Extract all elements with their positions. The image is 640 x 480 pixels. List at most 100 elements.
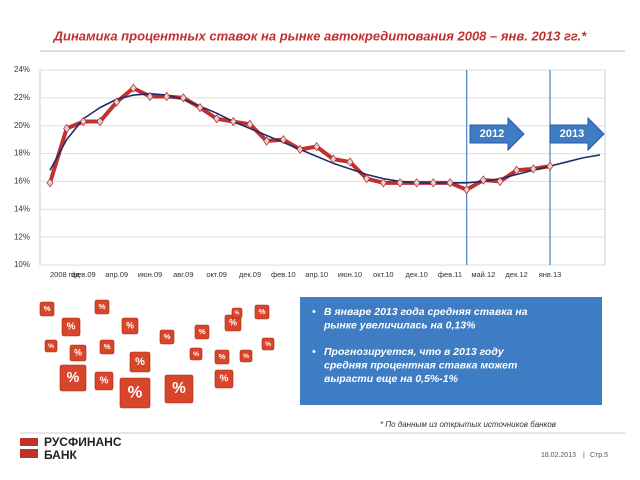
y-tick-label: 14% (14, 204, 30, 213)
die (214, 369, 234, 389)
x-tick-label: дек.09 (239, 270, 261, 279)
logo-stripe (20, 446, 38, 449)
rate-point (196, 102, 204, 113)
die (39, 301, 55, 317)
die (159, 329, 175, 345)
die (129, 351, 151, 373)
year-label: 2012 (480, 128, 504, 140)
y-tick-label: 20% (14, 121, 30, 130)
dice-image: %%%%%%%%%%%%%%%%%%%%%% (39, 299, 275, 409)
die (59, 364, 87, 392)
trend-line (49, 92, 601, 184)
rate-point (246, 119, 254, 129)
die (164, 374, 194, 404)
x-tick-label: фев.10 (271, 270, 296, 279)
rate-point (146, 91, 154, 102)
die-symbol: % (193, 351, 199, 358)
rate-point (179, 93, 187, 103)
rate-point (513, 165, 521, 175)
x-tick-label: авг.09 (173, 270, 193, 279)
die (261, 337, 275, 351)
bullet-dot: • (312, 306, 316, 318)
rate-point (346, 157, 354, 167)
die-symbol: % (235, 310, 240, 316)
bullet-text: Прогнозируется, что в 2013 году средняя п… (324, 346, 517, 385)
rate-point (96, 116, 104, 127)
rate-point (529, 164, 537, 174)
rate-point (379, 178, 387, 188)
die-symbol: % (67, 370, 80, 386)
footer-date: 18.02.2013 (541, 452, 576, 459)
die-symbol: % (128, 383, 143, 401)
footnote: * По данным из открытых источников банко… (380, 420, 556, 429)
rate-point (496, 176, 504, 187)
die (231, 307, 243, 319)
text-box (300, 297, 602, 405)
footer-sep: | (583, 452, 585, 459)
x-tick-label: апр.09 (105, 270, 128, 279)
rate-point (446, 178, 454, 188)
bullet-text: В январе 2013 года средняя ставка на рынк… (323, 306, 528, 332)
die-symbol: % (220, 374, 229, 385)
rate-point (413, 178, 421, 188)
rate-point (329, 154, 337, 164)
x-tick-label: янв.13 (539, 270, 562, 279)
die (94, 371, 114, 391)
year-label: 2013 (560, 128, 584, 140)
die-symbol: % (259, 307, 266, 316)
die-symbol: % (135, 356, 145, 368)
bullet-dot: • (312, 346, 316, 358)
x-tick-label: июн.09 (138, 270, 162, 279)
year-arrow (549, 116, 605, 152)
footer-page: Стр.5 (590, 452, 608, 459)
die-symbol: % (243, 353, 249, 360)
y-tick-label: 24% (14, 65, 30, 74)
die-symbol: % (44, 304, 51, 313)
die-symbol: % (99, 302, 106, 311)
x-tick-label: фев.09 (71, 270, 96, 279)
rate-point (429, 178, 437, 188)
rate-point (396, 178, 404, 188)
die (214, 349, 230, 365)
x-tick-label: фев.11 (438, 270, 462, 279)
x-tick-label: июн.10 (338, 270, 362, 279)
year-arrow (469, 116, 525, 152)
die (119, 377, 151, 409)
die (94, 299, 110, 315)
die-symbol: % (100, 376, 109, 387)
die-symbol: % (229, 317, 237, 327)
logo-text: БАНК (44, 448, 78, 462)
y-tick-label: 22% (14, 93, 30, 102)
rate-point (63, 123, 71, 134)
slide-title: Динамика процентных ставок на рынке авто… (53, 28, 588, 43)
rate-point (296, 144, 304, 155)
x-tick-label: май.12 (471, 270, 495, 279)
rate-point (129, 83, 137, 93)
y-tick-label: 10% (14, 260, 30, 269)
rate-point (229, 116, 237, 127)
die-symbol: % (67, 322, 76, 333)
x-tick-label: дек.10 (406, 270, 428, 279)
rate-point (213, 114, 221, 124)
die-symbol: % (74, 347, 82, 357)
rate-point (313, 141, 321, 152)
x-tick-label: апр.10 (305, 270, 328, 279)
die-symbol: % (48, 343, 54, 350)
rate-point (279, 134, 287, 145)
die-symbol: % (219, 352, 226, 361)
die (189, 347, 203, 361)
rate-point (463, 185, 471, 195)
rate-point (79, 116, 87, 127)
die (44, 339, 58, 353)
rate-point (363, 173, 371, 184)
die-symbol: % (199, 327, 206, 336)
die-symbol: % (126, 320, 134, 330)
rate-point (479, 175, 487, 185)
x-tick-label: окт.09 (206, 270, 227, 279)
rate-point (163, 91, 171, 102)
die-symbol: % (164, 332, 171, 341)
rate-point (546, 161, 554, 171)
y-tick-label: 18% (14, 149, 30, 158)
x-tick-label: дек.12 (506, 270, 528, 279)
die (239, 349, 253, 363)
